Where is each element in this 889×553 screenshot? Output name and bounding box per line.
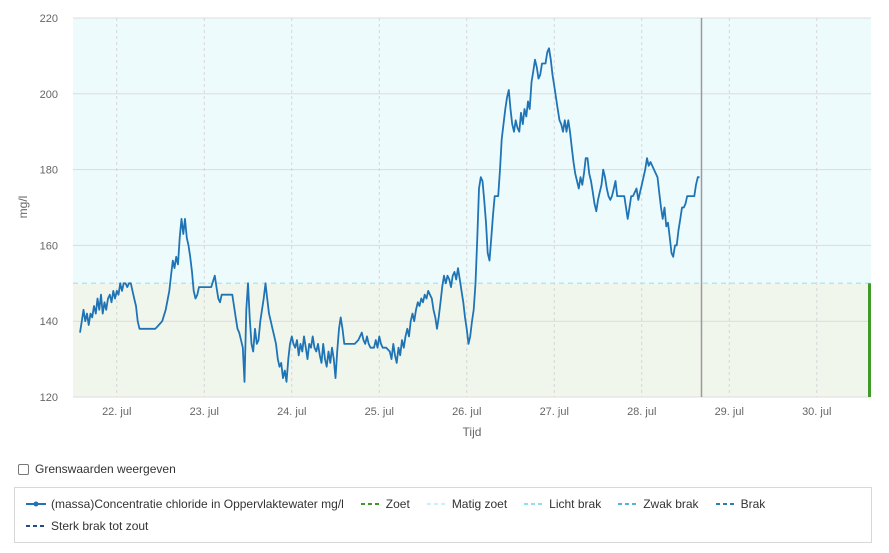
legend-row: (massa)Concentratie chloride in Oppervla… bbox=[25, 497, 781, 511]
legend-symbol-3 bbox=[524, 503, 545, 505]
legend-item-0[interactable]: (massa)Concentratie chloride in Oppervla… bbox=[25, 497, 344, 511]
band-1 bbox=[73, 18, 871, 284]
x-tick-label-5: 27. jul bbox=[540, 406, 569, 418]
legend-label-3: Licht brak bbox=[549, 497, 602, 511]
legend-item-4[interactable]: Zwak brak bbox=[617, 497, 699, 511]
grid-lines bbox=[73, 17, 871, 398]
series-layer bbox=[79, 47, 700, 383]
legend-symbol-5 bbox=[715, 503, 736, 505]
y-axis-ticks: 120 140 160 180 200 220 bbox=[40, 13, 58, 404]
legend-label-5: Brak bbox=[740, 497, 766, 511]
x-tick-label-0: 22. jul bbox=[102, 406, 131, 418]
y-tick-label-1: 140 bbox=[40, 316, 58, 328]
legend-label-2: Matig zoet bbox=[451, 497, 508, 511]
legend-symbol-0 bbox=[26, 501, 46, 507]
y-tick-label-4: 200 bbox=[40, 89, 58, 101]
legend-item-3[interactable]: Licht brak bbox=[523, 497, 601, 511]
series-line-0 bbox=[79, 47, 700, 383]
legend: (massa)Concentratie chloride in Oppervla… bbox=[14, 487, 872, 543]
legend-label-0: (massa)Concentratie chloride in Oppervla… bbox=[51, 497, 344, 511]
legend-item-6[interactable]: Sterk brak tot zout bbox=[25, 519, 148, 533]
x-tick-label-7: 29. jul bbox=[715, 406, 744, 418]
legend-row: Sterk brak tot zout bbox=[25, 519, 164, 533]
x-tick-label-2: 24. jul bbox=[277, 406, 306, 418]
legend-symbol-2 bbox=[426, 503, 447, 505]
legend-label-6: Sterk brak tot zout bbox=[51, 519, 149, 533]
x-axis-title: Tijd bbox=[463, 425, 482, 439]
x-axis-ticks: 22. jul 23. jul 24. jul 25. jul 26. jul 27. j… bbox=[102, 406, 831, 418]
y-tick-label-2: 160 bbox=[40, 240, 58, 252]
x-tick-label-3: 25. jul bbox=[365, 406, 394, 418]
y-axis-title: mg/l bbox=[16, 196, 30, 219]
legend-symbol-6 bbox=[26, 525, 46, 527]
y-tick-label-5: 220 bbox=[40, 13, 58, 25]
legend-item-5[interactable]: Brak bbox=[715, 497, 766, 511]
x-tick-label-8: 30. jul bbox=[802, 406, 831, 418]
grenswaarden-checkbox[interactable] bbox=[18, 463, 29, 475]
legend-symbol-4 bbox=[618, 503, 639, 505]
zoet-edge-bar bbox=[868, 283, 871, 397]
x-tick-label-6: 28. jul bbox=[627, 406, 656, 418]
y-tick-label-0: 120 bbox=[40, 392, 58, 404]
grenswaarden-label: Grenswaarden weergeven bbox=[35, 462, 176, 476]
classification-bands bbox=[73, 18, 871, 397]
right-edge-marker bbox=[700, 18, 871, 397]
chart: 120 140 160 180 200 220 22. jul 23. jul 24. jul… bbox=[16, 13, 871, 439]
legend-item-1[interactable]: Zoet bbox=[360, 497, 410, 511]
y-tick-label-3: 180 bbox=[40, 165, 58, 177]
x-tick-label-1: 23. jul bbox=[190, 406, 219, 418]
legend-item-2[interactable]: Matig zoet bbox=[426, 497, 507, 511]
legend-label-1: Zoet bbox=[385, 497, 410, 511]
x-tick-label-4: 26. jul bbox=[452, 406, 481, 418]
legend-symbol-1 bbox=[360, 503, 381, 505]
grenswaarden-toggle[interactable]: Grenswaarden weergeven bbox=[18, 462, 176, 476]
legend-label-4: Zwak brak bbox=[643, 497, 699, 511]
band-0 bbox=[73, 283, 871, 397]
